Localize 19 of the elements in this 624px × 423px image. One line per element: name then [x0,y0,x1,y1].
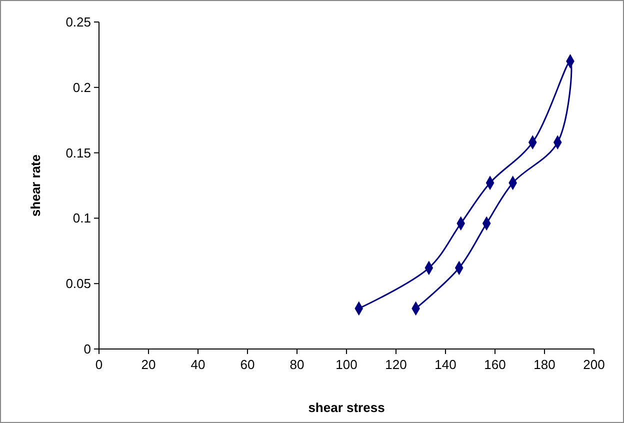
x-tick-label: 60 [240,357,255,372]
x-tick-label: 180 [534,357,556,372]
y-axis-title: shear rate [28,154,43,217]
y-tick-label: 0.2 [72,80,91,95]
y-tick-label: 0.1 [72,210,91,226]
y-tick-label: 0.25 [66,14,91,30]
y-tick-label: 0.05 [66,276,91,292]
x-tick-label: 20 [141,357,156,372]
x-tick-label: 40 [190,357,206,372]
x-tick-label: 80 [290,357,304,372]
x-tick-label: 0 [95,357,103,372]
y-tick-label: 0 [84,342,91,356]
x-axis-title: shear stress [308,400,385,415]
x-tick-label: 120 [385,357,407,372]
x-tick-label: 160 [484,357,506,372]
x-tick-label: 140 [434,357,456,372]
x-tick-label: 100 [336,357,358,372]
y-tick-label: 0.15 [66,145,91,160]
x-tick-label: 200 [583,357,605,372]
